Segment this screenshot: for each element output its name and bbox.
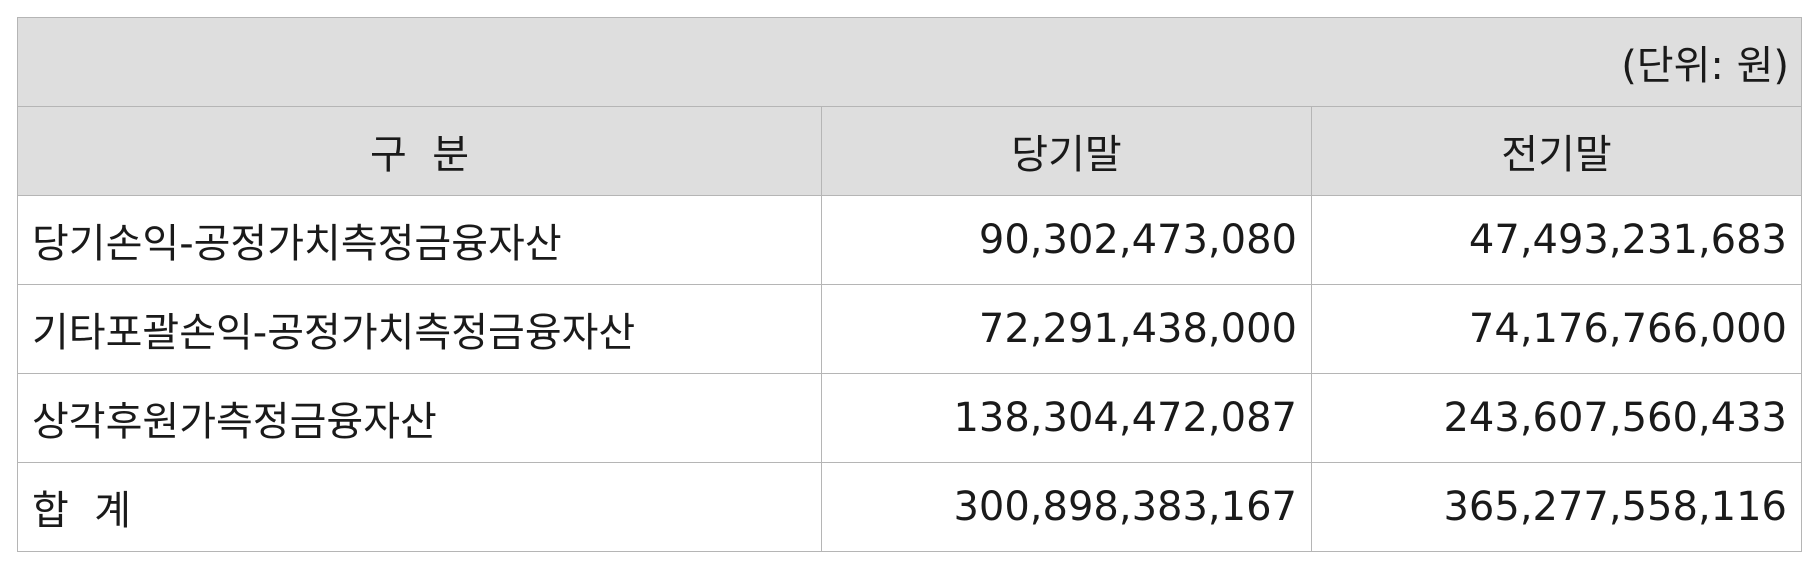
table-row: 당기손익-공정가치측정금융자산 90,302,473,080 47,493,23… [17,195,1803,285]
unit-note: (단위: 원) [16,17,1803,107]
row-prior-value: 74,176,766,000 [1310,284,1803,374]
row-current-value: 72,291,438,000 [821,284,1312,374]
row-current-value: 90,302,473,080 [821,195,1312,285]
table-row: 상각후원가측정금융자산 138,304,472,087 243,607,560,… [17,373,1803,463]
total-prior-value: 365,277,558,116 [1310,462,1803,552]
row-current-value: 138,304,472,087 [821,373,1312,463]
row-prior-value: 243,607,560,433 [1310,373,1803,463]
total-current-value: 300,898,383,167 [821,462,1312,552]
header-current-period: 당기말 [821,106,1312,196]
financial-assets-table-container: (단위: 원) 구 분 당기말 전기말 당기손익-공정가치측정금융자산 90,3… [16,17,1803,552]
unit-row: (단위: 원) [16,17,1803,107]
table-row: 기타포괄손익-공정가치측정금융자산 72,291,438,000 74,176,… [17,284,1803,374]
header-category: 구 분 [17,106,822,196]
financial-assets-table: (단위: 원) 구 분 당기말 전기말 당기손익-공정가치측정금융자산 90,3… [16,17,1803,552]
total-row: 합 계 300,898,383,167 365,277,558,116 [17,462,1803,552]
row-label: 상각후원가측정금융자산 [17,373,822,463]
row-label: 당기손익-공정가치측정금융자산 [17,195,822,285]
header-row: 구 분 당기말 전기말 [17,106,1803,196]
row-label: 기타포괄손익-공정가치측정금융자산 [17,284,822,374]
row-prior-value: 47,493,231,683 [1310,195,1803,285]
header-prior-period: 전기말 [1310,106,1803,196]
total-label: 합 계 [17,462,822,552]
